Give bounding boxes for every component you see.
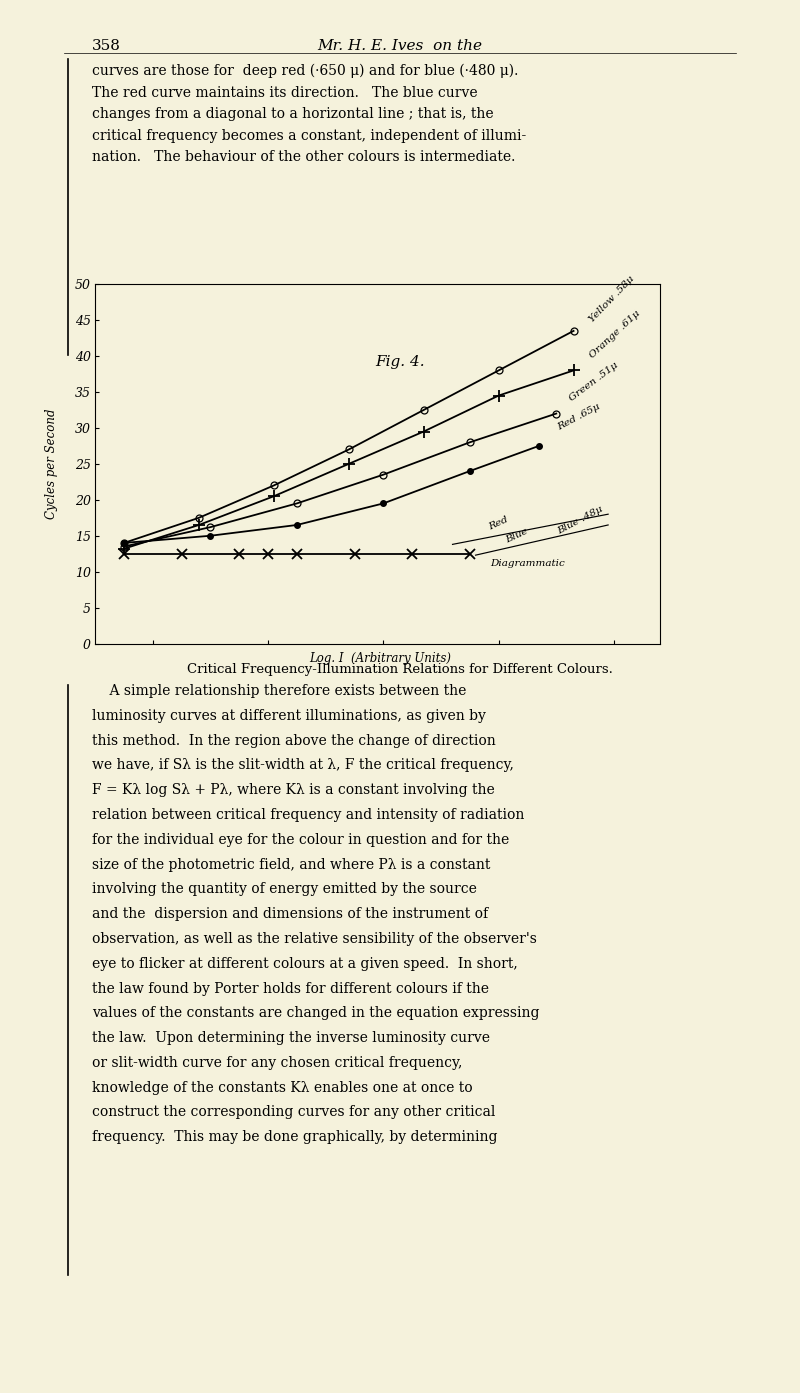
Text: the law found by Porter holds for different colours if the: the law found by Porter holds for differ… [92, 982, 489, 996]
Text: Mr. H. E. Ives  on the: Mr. H. E. Ives on the [318, 39, 482, 53]
Text: Red .65μ: Red .65μ [556, 401, 602, 432]
Text: and the  dispersion and dimensions of the instrument of: and the dispersion and dimensions of the… [92, 907, 488, 921]
Text: changes from a diagonal to a horizontal line ; that is, the: changes from a diagonal to a horizontal … [92, 107, 494, 121]
Text: eye to flicker at different colours at a given speed.  In short,: eye to flicker at different colours at a… [92, 957, 518, 971]
Text: involving the quantity of energy emitted by the source: involving the quantity of energy emitted… [92, 882, 477, 896]
Text: Log. I  (Arbitrary Units): Log. I (Arbitrary Units) [309, 652, 451, 664]
Text: knowledge of the constants Kλ enables one at once to: knowledge of the constants Kλ enables on… [92, 1081, 473, 1095]
Text: relation between critical frequency and intensity of radiation: relation between critical frequency and … [92, 808, 524, 822]
Text: Green .51μ: Green .51μ [568, 361, 620, 403]
Text: observation, as well as the relative sensibility of the observer's: observation, as well as the relative sen… [92, 932, 537, 946]
Text: we have, if Sλ is the slit-width at λ, F the critical frequency,: we have, if Sλ is the slit-width at λ, F… [92, 758, 514, 772]
Text: 358: 358 [92, 39, 121, 53]
Text: frequency.  This may be done graphically, by determining: frequency. This may be done graphically,… [92, 1130, 498, 1144]
Text: Yellow .58μ: Yellow .58μ [588, 274, 637, 323]
Text: Critical Frequency-Illumination Relations for Different Colours.: Critical Frequency-Illumination Relation… [187, 663, 613, 676]
Text: the law.  Upon determining the inverse luminosity curve: the law. Upon determining the inverse lu… [92, 1031, 490, 1045]
Text: size of the photometric field, and where Pλ is a constant: size of the photometric field, and where… [92, 858, 490, 872]
Text: F = Kλ log Sλ + Pλ, where Kλ is a constant involving the: F = Kλ log Sλ + Pλ, where Kλ is a consta… [92, 783, 494, 797]
Text: Blue: Blue [504, 527, 530, 545]
Text: critical frequency becomes a constant, independent of illumi-: critical frequency becomes a constant, i… [92, 128, 526, 143]
Text: The red curve maintains its direction.   The blue curve: The red curve maintains its direction. T… [92, 86, 478, 100]
Text: Red: Red [487, 515, 510, 532]
Text: for the individual eye for the colour in question and for the: for the individual eye for the colour in… [92, 833, 510, 847]
Text: Blue .48μ: Blue .48μ [556, 504, 605, 536]
Text: Cycles per Second: Cycles per Second [46, 408, 58, 520]
Text: A simple relationship therefore exists between the: A simple relationship therefore exists b… [92, 684, 466, 698]
Text: or slit-width curve for any chosen critical frequency,: or slit-width curve for any chosen criti… [92, 1056, 462, 1070]
Text: curves are those for  deep red (·650 μ) and for blue (·480 μ).: curves are those for deep red (·650 μ) a… [92, 64, 518, 78]
Text: nation.   The behaviour of the other colours is intermediate.: nation. The behaviour of the other colou… [92, 150, 515, 164]
Text: this method.  In the region above the change of direction: this method. In the region above the cha… [92, 734, 496, 748]
Text: construct the corresponding curves for any other critical: construct the corresponding curves for a… [92, 1106, 495, 1120]
Text: Orange .61μ: Orange .61μ [588, 308, 642, 359]
Text: values of the constants are changed in the equation expressing: values of the constants are changed in t… [92, 1006, 539, 1020]
Text: luminosity curves at different illuminations, as given by: luminosity curves at different illuminat… [92, 709, 486, 723]
Text: Fig. 4.: Fig. 4. [375, 355, 425, 369]
Text: Diagrammatic: Diagrammatic [490, 559, 565, 567]
